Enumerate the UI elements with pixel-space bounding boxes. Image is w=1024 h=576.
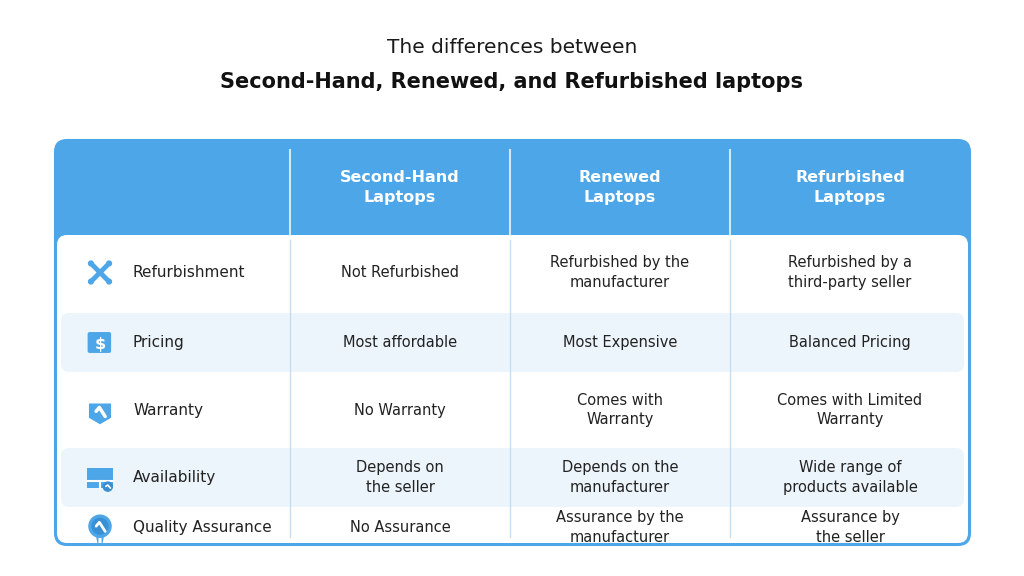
Circle shape	[92, 518, 108, 534]
Text: Comes with
Warranty: Comes with Warranty	[577, 393, 663, 427]
FancyBboxPatch shape	[61, 448, 964, 507]
Circle shape	[88, 279, 93, 284]
Polygon shape	[89, 404, 111, 425]
FancyBboxPatch shape	[57, 235, 968, 543]
Text: Balanced Pricing: Balanced Pricing	[790, 335, 911, 350]
FancyBboxPatch shape	[88, 332, 111, 353]
Text: Most affordable: Most affordable	[343, 335, 457, 350]
Circle shape	[88, 261, 93, 266]
Circle shape	[106, 261, 112, 266]
FancyBboxPatch shape	[87, 468, 113, 488]
Text: Not Refurbished: Not Refurbished	[341, 265, 459, 280]
Text: Renewed
Laptops: Renewed Laptops	[579, 170, 662, 205]
Text: Wide range of
products available: Wide range of products available	[782, 460, 918, 495]
Polygon shape	[96, 537, 98, 545]
Text: Comes with Limited
Warranty: Comes with Limited Warranty	[777, 393, 923, 427]
Circle shape	[89, 515, 111, 537]
Text: Refurbished by the
manufacturer: Refurbished by the manufacturer	[551, 255, 689, 290]
Text: Refurbished
Laptops: Refurbished Laptops	[795, 170, 905, 205]
Text: Most Expensive: Most Expensive	[563, 335, 677, 350]
Text: Assurance by
the seller: Assurance by the seller	[801, 510, 899, 545]
FancyBboxPatch shape	[55, 140, 970, 545]
FancyBboxPatch shape	[61, 313, 964, 372]
Text: Second-Hand
Laptops: Second-Hand Laptops	[340, 170, 460, 205]
Text: $: $	[95, 336, 106, 351]
Polygon shape	[101, 537, 103, 545]
Text: The differences between: The differences between	[387, 38, 637, 57]
Text: Warranty: Warranty	[133, 403, 203, 418]
Text: Depends on
the seller: Depends on the seller	[356, 460, 443, 495]
Text: Quality Assurance: Quality Assurance	[133, 520, 271, 535]
Text: Refurbishment: Refurbishment	[133, 265, 246, 280]
Text: Pricing: Pricing	[133, 335, 184, 350]
Text: Refurbished by a
third-party seller: Refurbished by a third-party seller	[788, 255, 912, 290]
Text: Assurance by the
manufacturer: Assurance by the manufacturer	[556, 510, 684, 545]
Circle shape	[103, 482, 113, 491]
Text: Second-Hand, Renewed, and Refurbished laptops: Second-Hand, Renewed, and Refurbished la…	[220, 72, 804, 92]
Text: Availability: Availability	[133, 470, 216, 485]
Text: Depends on the
manufacturer: Depends on the manufacturer	[562, 460, 678, 495]
Text: No Warranty: No Warranty	[354, 403, 445, 418]
Circle shape	[106, 279, 112, 284]
Text: No Assurance: No Assurance	[349, 520, 451, 535]
